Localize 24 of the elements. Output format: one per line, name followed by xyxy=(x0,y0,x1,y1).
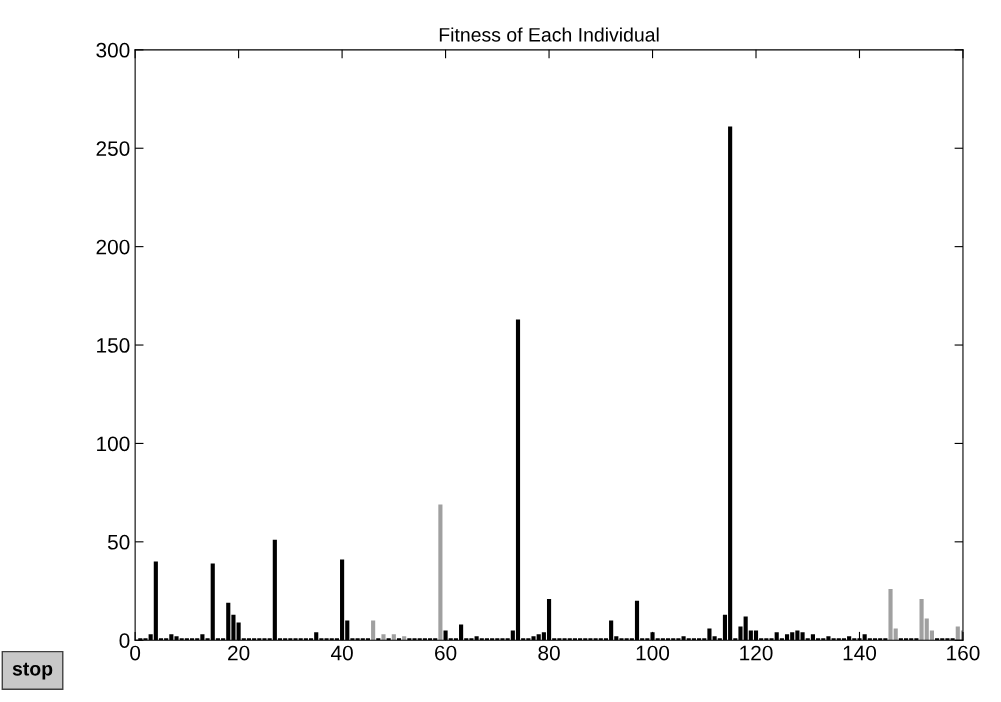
x-tick-label: 100 xyxy=(636,645,670,661)
x-tick-label: 160 xyxy=(947,645,980,661)
x-tick-label: 20 xyxy=(228,645,250,661)
x-tick-label: 60 xyxy=(435,645,457,661)
bar xyxy=(438,504,443,641)
bar xyxy=(371,620,376,641)
y-tick-label: 150 xyxy=(97,338,130,353)
x-tick-label: 80 xyxy=(538,645,560,661)
x-tick-label: 120 xyxy=(740,645,773,661)
y-tick-label: 50 xyxy=(107,534,130,550)
x-tick-label: 40 xyxy=(330,645,353,661)
y-tick-label: 0 xyxy=(119,633,130,648)
y-tick-label: 300 xyxy=(96,42,130,58)
x-tick-label: 140 xyxy=(843,645,877,661)
y-tick-label: 250 xyxy=(96,141,130,156)
bar xyxy=(402,636,407,641)
bar xyxy=(391,634,396,641)
text: stop xyxy=(12,662,53,680)
bar xyxy=(381,634,386,641)
chart-title: Fitness of Each Individual xyxy=(439,27,659,42)
x-tick-label: 0 xyxy=(130,645,141,661)
y-tick-label: 200 xyxy=(96,239,130,255)
bar xyxy=(955,626,960,641)
y-tick-label: 100 xyxy=(97,436,130,452)
